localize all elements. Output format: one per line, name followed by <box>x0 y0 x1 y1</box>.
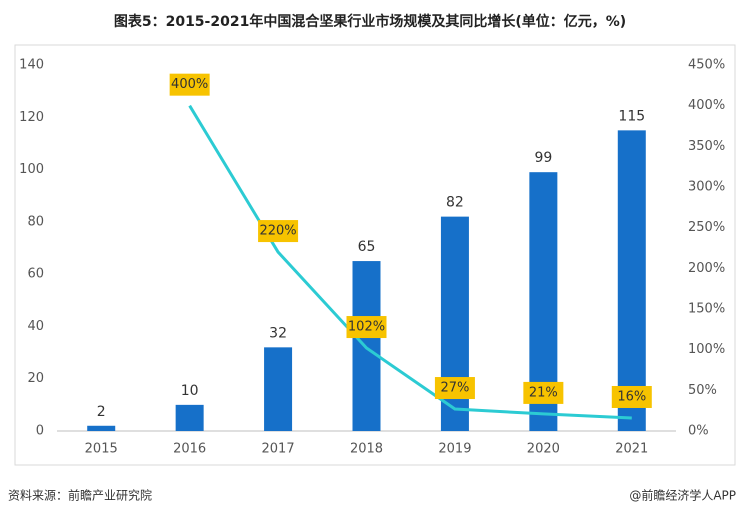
y2-tick-label: 400% <box>688 98 725 113</box>
bar-value-label: 2 <box>97 404 106 420</box>
value-label-box <box>346 316 387 339</box>
bar-value-label: 82 <box>446 195 464 211</box>
source: 资料来源：前瞻产业研究院 <box>8 488 152 503</box>
y-tick-label: 80 <box>27 214 44 229</box>
chart-frame <box>14 44 736 466</box>
value-label-box <box>169 73 210 96</box>
bar-value-label: 10 <box>181 383 199 399</box>
y2-tick-label: 0% <box>688 424 709 439</box>
y-tick-label: 120 <box>19 110 44 125</box>
line <box>188 104 632 420</box>
bar <box>617 130 646 431</box>
value-label-box <box>434 377 475 400</box>
y-tick-label: 20 <box>27 371 44 386</box>
x-tick-label: 2017 <box>262 442 295 457</box>
y-tick-label: 0 <box>36 424 44 439</box>
chart-title: 图表5：2015-2021年中国混合坚果行业市场规模及其同比增长(单位：亿元，%… <box>114 13 626 30</box>
y-tick-label: 40 <box>27 319 44 334</box>
bar <box>175 404 204 431</box>
y-tick-label: 140 <box>19 58 44 73</box>
x-tick-label: 2021 <box>615 442 648 457</box>
bar-value-label: 115 <box>618 108 645 124</box>
bar <box>87 425 116 431</box>
line-value-label: 220% <box>259 224 296 239</box>
y2-tick-label: 450% <box>688 58 725 73</box>
y-tick-label: 100 <box>19 162 44 177</box>
bar-value-label: 99 <box>534 150 552 166</box>
x-tick-label: 2018 <box>350 442 383 457</box>
y2-tick-label: 300% <box>688 180 725 195</box>
bar-value-label: 32 <box>269 325 287 341</box>
line-value-label: 21% <box>529 385 558 400</box>
x-tick-label: 2019 <box>438 442 471 457</box>
x-tick-label: 2015 <box>85 442 118 457</box>
y2-tick-label: 150% <box>688 302 725 317</box>
y2-tick-label: 200% <box>688 261 725 276</box>
y-tick-label: 60 <box>27 267 44 282</box>
x-tick-label: 2020 <box>527 442 560 457</box>
credit: @前瞻经济学人APP <box>629 488 736 503</box>
line-value-label: 400% <box>171 77 208 92</box>
bar <box>264 347 293 431</box>
bar-value-label: 65 <box>358 239 376 255</box>
y2-tick-label: 250% <box>688 220 725 235</box>
y2-tick-label: 350% <box>688 139 725 154</box>
value-label-box <box>258 220 299 243</box>
value-label-box <box>523 381 564 404</box>
y2-tick-label: 100% <box>688 342 725 357</box>
line-value-label: 102% <box>348 320 385 335</box>
value-label-box <box>611 385 652 408</box>
x-tick-label: 2016 <box>173 442 206 457</box>
y2-tick-label: 50% <box>688 383 717 398</box>
line-value-label: 27% <box>440 381 469 396</box>
line-value-label: 16% <box>617 389 646 404</box>
